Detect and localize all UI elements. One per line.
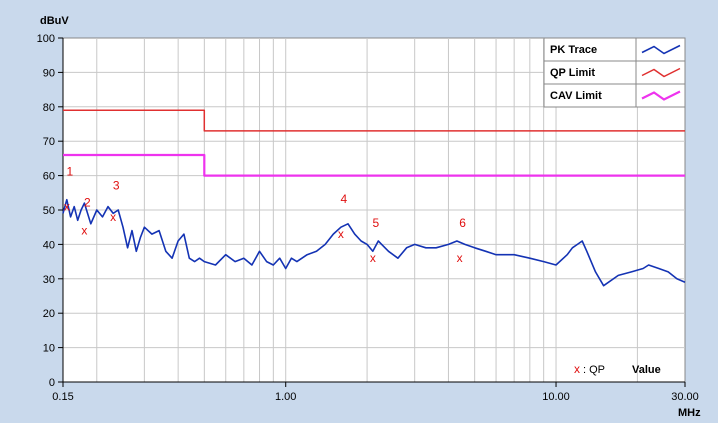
qp-marker-cross: x <box>370 251 376 265</box>
qp-note: x : QP Value <box>574 362 661 376</box>
qp-note-symbol: x <box>574 362 580 376</box>
qp-marker-label: 2 <box>84 196 91 210</box>
qp-marker-cross: x <box>81 224 87 238</box>
x-tick-label: 1.00 <box>275 391 296 403</box>
qp-note-text: : QP <box>583 364 605 376</box>
qp-note-value: Value <box>632 364 661 376</box>
qp-marker-label: 6 <box>459 216 466 230</box>
legend-swatch <box>641 90 681 101</box>
qp-marker-label: 5 <box>372 216 379 230</box>
qp-marker-label: 1 <box>67 165 74 179</box>
y-tick-label: 20 <box>43 308 55 320</box>
x-tick-label: 30.00 <box>671 391 699 403</box>
qp-marker-cross: x <box>110 210 116 224</box>
legend-label: PK Trace <box>550 44 597 56</box>
x-tick-label: 0.15 <box>52 391 73 403</box>
y-tick-label: 0 <box>49 377 55 389</box>
y-tick-label: 50 <box>43 205 55 217</box>
series-group <box>62 109 686 287</box>
x-tick-label: 10.00 <box>542 391 570 403</box>
qp-marker-cross: x <box>457 251 463 265</box>
legend-box <box>543 37 686 108</box>
y-tick-label: 30 <box>43 274 55 286</box>
series-pk-trace <box>62 198 686 287</box>
qp-marker-label: 4 <box>341 192 348 206</box>
legend-label: QP Limit <box>550 67 595 79</box>
legend-swatch <box>641 44 681 55</box>
legend-swatch <box>641 67 681 78</box>
y-tick-label: 10 <box>43 343 55 355</box>
qp-marker-cross: x <box>338 227 344 241</box>
y-tick-label: 60 <box>43 171 55 183</box>
y-tick-label: 90 <box>43 67 55 79</box>
series-qp-limit <box>63 109 685 132</box>
legend: PK Trace QP Limit CAV Limit <box>543 37 686 108</box>
series-cav-limit <box>63 153 685 177</box>
legend-label: CAV Limit <box>550 90 602 102</box>
y-axis-unit: dBuV <box>40 15 69 27</box>
y-tick-label: 100 <box>37 33 55 45</box>
tick-labels: 0 10 20 30 40 50 60 70 80 90 100 0.15 1.00 10.00 30.00 <box>37 33 699 403</box>
y-tick-label: 80 <box>43 102 55 114</box>
y-tick-label: 70 <box>43 136 55 148</box>
y-tick-label: 40 <box>43 239 55 251</box>
x-axis-unit: MHz <box>678 407 701 419</box>
qp-marker-label: 3 <box>113 178 120 192</box>
qp-marker-cross: x <box>64 200 70 214</box>
